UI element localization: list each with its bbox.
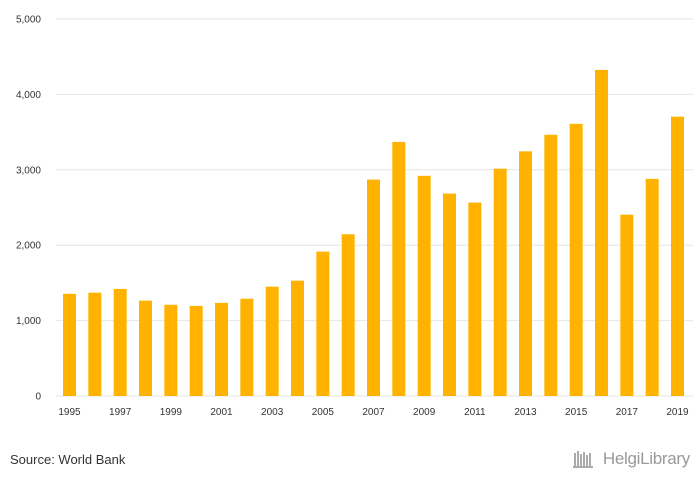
bar-2002 (240, 298, 254, 396)
y-tick-label: 0 (35, 392, 41, 403)
bar-2013 (519, 151, 532, 396)
bar-2014 (544, 134, 558, 397)
x-tick-label: 2017 (616, 407, 639, 418)
x-tick-label: 2013 (514, 407, 537, 418)
bar-2016 (595, 69, 608, 396)
bar-2018 (645, 178, 659, 396)
x-tick-label: 2011 (464, 407, 486, 418)
x-tick-label: 2003 (261, 407, 284, 418)
bookshelf-logo-icon (572, 451, 593, 468)
bar-2015 (569, 123, 583, 396)
bar-2001 (215, 302, 228, 396)
y-tick-label: 4,000 (16, 90, 41, 101)
x-tick-label: 1999 (160, 407, 183, 418)
bar-2005 (316, 251, 330, 396)
x-tick-label: 2005 (312, 407, 335, 418)
bar-2000 (189, 305, 203, 396)
bar-1998 (139, 300, 152, 396)
y-axis-ticks: 0 1,000 2,000 3,000 4,000 5,000 (16, 15, 41, 403)
x-tick-label: 2007 (362, 407, 385, 418)
bar-2009 (417, 175, 431, 396)
bar-2010 (443, 193, 456, 396)
y-tick-label: 3,000 (16, 165, 41, 176)
brand-name: HelgiLibrary (602, 449, 690, 468)
source-label: Source: World Bank (10, 452, 126, 467)
bar-2006 (341, 234, 355, 396)
x-tick-label: 2001 (210, 407, 233, 418)
x-axis-ticks: 1995 1997 1999 2001 2003 2005 2007 2009 2011 2013… (58, 407, 689, 418)
x-tick-label: 2015 (565, 407, 588, 418)
bar-1997 (113, 288, 127, 396)
bar-1999 (164, 304, 178, 396)
x-tick-label: 2019 (666, 407, 689, 418)
bar-2003 (265, 286, 279, 396)
y-tick-label: 1,000 (16, 316, 41, 327)
x-tick-label: 1995 (58, 407, 81, 418)
bar-2017 (620, 214, 634, 396)
bar-2007 (367, 179, 380, 396)
bar-2011 (468, 202, 482, 396)
bar-2008 (392, 141, 406, 396)
x-tick-label: 1997 (109, 407, 132, 418)
bar-chart: 0 1,000 2,000 3,000 4,000 5,000 1995 1997 1999 2… (16, 15, 693, 418)
bar-1995 (63, 293, 76, 396)
bar-1996 (88, 292, 102, 396)
bar-2012 (493, 168, 507, 396)
bar-2019 (671, 116, 684, 396)
x-tick-label: 2009 (413, 407, 436, 418)
bar-2004 (291, 280, 304, 396)
brand-logo: HelgiLibrary (572, 447, 690, 471)
bars (63, 69, 684, 397)
y-tick-label: 5,000 (16, 15, 41, 26)
y-tick-label: 2,000 (16, 241, 41, 252)
